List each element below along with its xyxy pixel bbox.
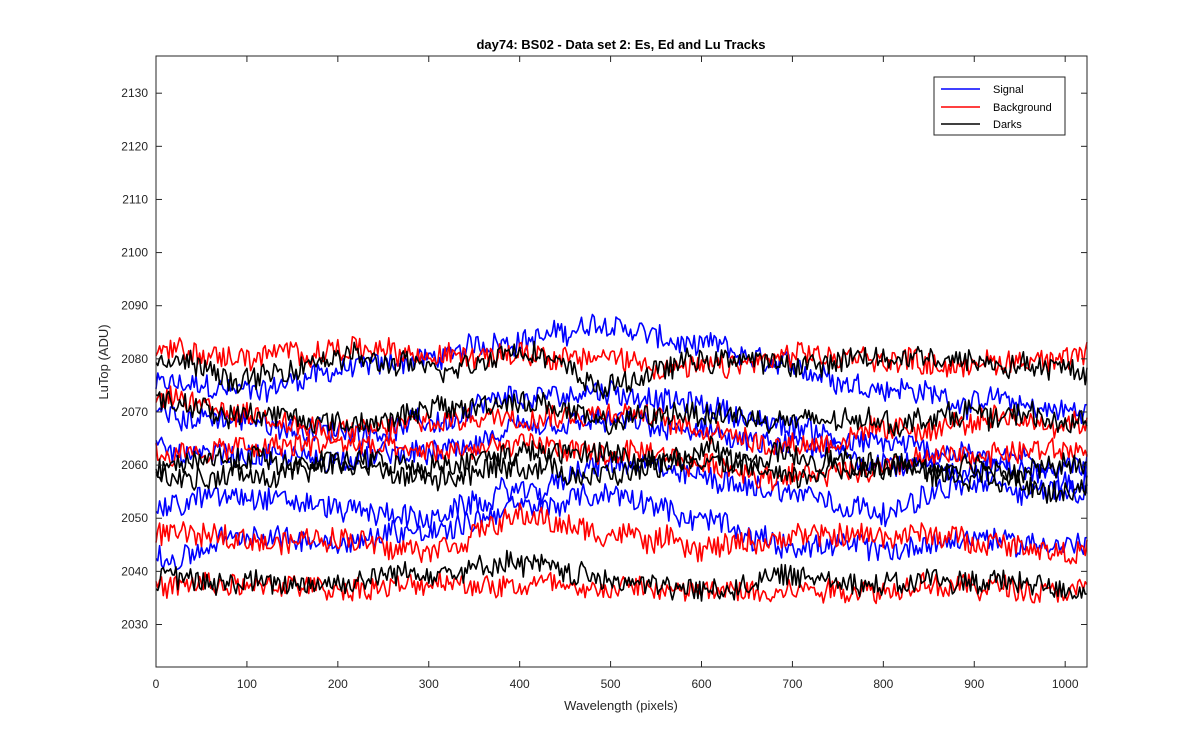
plot-area [156,56,1087,667]
y-tick-label: 2060 [121,458,148,472]
series-line-signal-0 [155,313,1088,425]
x-tick-label: 200 [328,677,348,691]
legend-label-signal: Signal [993,84,1024,96]
y-tick-label: 2050 [121,511,148,525]
series-line-darks-10 [155,340,1088,400]
x-tick-label: 600 [691,677,711,691]
y-tick-label: 2090 [121,299,148,313]
chart-title: day74: BS02 - Data set 2: Es, Ed and Lu … [476,37,765,52]
x-tick-label: 300 [419,677,439,691]
y-tick-label: 2110 [122,192,148,206]
y-tick-label: 2120 [121,139,148,153]
series-layer [155,313,1088,605]
y-tick-label: 2130 [121,86,148,100]
legend-label-background: Background [993,102,1052,114]
x-tick-label: 0 [153,677,160,691]
x-tick-label: 900 [964,677,984,691]
x-axis-title: Wavelength (pixels) [564,698,678,713]
x-tick-label: 500 [601,677,621,691]
series-line-background-8 [155,502,1088,565]
y-axis-title: LuTop (ADU) [96,324,111,399]
y-tick-label: 2070 [121,405,148,419]
legend-label-darks: Darks [993,119,1022,131]
series-line-darks-13 [155,435,1088,504]
tick-layer: 0 100 200 300 400 500 600 700 800 900 1000 2030 2040… [121,56,1087,691]
y-tick-label: 2080 [121,352,148,366]
series-line-background-5 [155,335,1088,380]
y-tick-label: 2040 [121,564,148,578]
x-tick-label: 1000 [1052,677,1079,691]
x-tick-label: 700 [782,677,802,691]
y-tick-label: 2100 [121,246,148,260]
x-tick-label: 100 [237,677,257,691]
x-tick-label: 800 [873,677,893,691]
legend: Signal Background Darks [933,76,1066,136]
series-line-darks-14 [155,549,1088,602]
y-tick-label: 2030 [121,617,148,631]
x-tick-label: 400 [510,677,530,691]
plot-frame [155,55,1088,668]
legend-box [933,76,1066,136]
series-line-darks-11 [155,390,1088,438]
